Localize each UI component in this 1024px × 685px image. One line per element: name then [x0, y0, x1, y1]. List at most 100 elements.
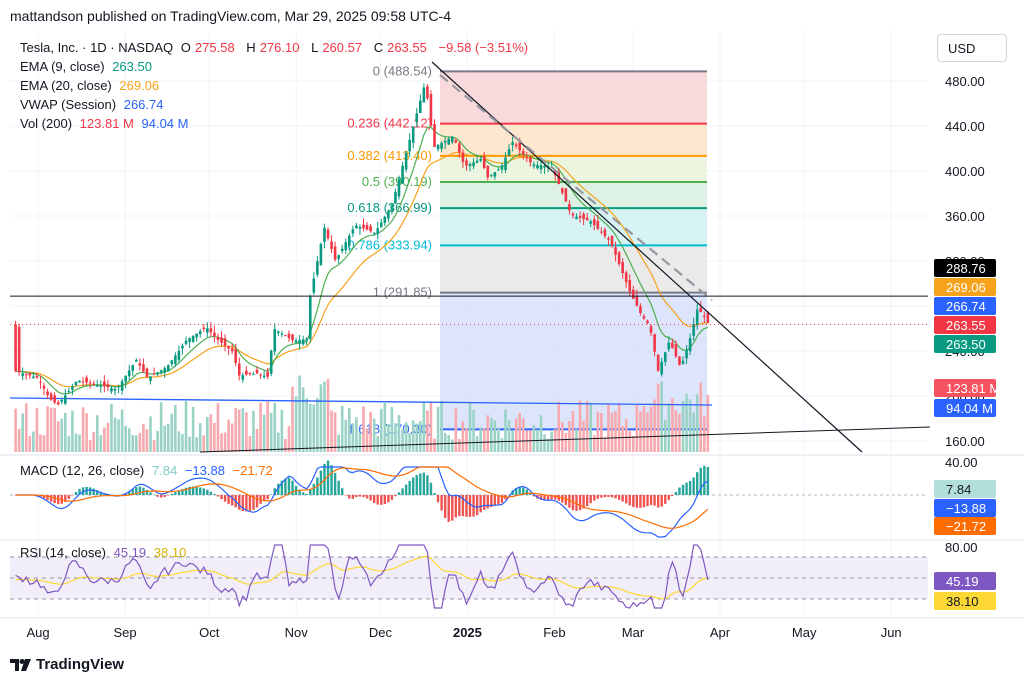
macd-hist-value: 7.84	[151, 463, 178, 478]
volume-bar	[376, 436, 380, 452]
volume-bar	[706, 394, 710, 452]
volume-bar	[493, 420, 497, 452]
volume-bar	[557, 401, 561, 452]
ema20-legend[interactable]: EMA (20, close) 269.06	[20, 78, 163, 93]
macd-legend[interactable]: MACD (12, 26, close) 7.84 −13.88 −21.72	[20, 463, 277, 478]
volume-bar	[589, 403, 593, 452]
candle-body	[120, 381, 124, 391]
candle-body	[628, 279, 632, 292]
volume-bar	[21, 413, 25, 452]
macd-histogram-bar	[660, 495, 663, 507]
volume-bar	[301, 387, 305, 452]
macd-histogram-bar	[383, 495, 387, 504]
macd-histogram-bar	[543, 495, 546, 501]
fib-zone	[440, 123, 707, 156]
macd-histogram-bar	[49, 495, 53, 502]
macd-histogram-bar	[614, 495, 617, 499]
candle-body	[649, 326, 653, 333]
candle-body	[156, 372, 159, 375]
macd-histogram-bar	[138, 486, 142, 495]
tradingview-logo[interactable]: TradingView	[10, 656, 124, 673]
macd-histogram-bar	[341, 488, 344, 495]
macd-histogram-bar	[600, 495, 603, 498]
volume-bar	[450, 439, 454, 452]
volume-bar	[617, 403, 621, 452]
macd-value: −13.88	[184, 463, 225, 478]
candle-body	[678, 356, 681, 365]
price-tag-text: 123.81 M	[946, 381, 1000, 396]
volume-bar	[17, 428, 21, 452]
macd-histogram-bar	[632, 495, 635, 507]
candle-body	[35, 376, 39, 378]
macd-histogram-bar	[617, 495, 621, 500]
candle-body	[344, 242, 348, 251]
macd-value-tag-text: −13.88	[946, 501, 986, 516]
volume-bar	[426, 410, 429, 452]
candle-body	[326, 229, 330, 239]
macd-histogram-bar	[518, 487, 521, 495]
macd-histogram-bar	[514, 487, 518, 495]
time-tick-label: Dec	[369, 625, 393, 640]
volume-bar	[92, 431, 96, 452]
volume-bar	[628, 431, 632, 452]
time-tick-label: Apr	[710, 625, 731, 640]
macd-histogram-bar	[639, 495, 642, 508]
volume-bar	[422, 402, 426, 452]
macd-histogram-bar	[227, 495, 230, 504]
candle-body	[213, 332, 216, 337]
candle-body	[266, 371, 269, 377]
volume-bar	[127, 428, 131, 452]
volume-bar	[287, 426, 291, 452]
rsi-ma-value: 38.10	[153, 545, 187, 560]
candle-body	[525, 157, 529, 159]
candle-body	[145, 368, 149, 378]
volume-bar	[411, 420, 415, 452]
candle-body	[454, 140, 458, 143]
ema9-legend[interactable]: EMA (9, close) 263.50	[20, 59, 156, 74]
fib-level-label: 0.618 (366.99)	[347, 200, 432, 215]
macd-histogram-bar	[238, 495, 241, 510]
macd-histogram-bar	[284, 478, 287, 495]
macd-histogram-bar	[390, 495, 394, 500]
macd-histogram-bar	[699, 467, 702, 495]
volume-bar	[408, 433, 411, 452]
volume-bar	[252, 410, 255, 452]
candle-body	[507, 149, 511, 156]
price-tick-label: 480.00	[945, 74, 985, 89]
volume-bar	[245, 412, 248, 452]
candle-body	[443, 140, 447, 143]
candle-body	[301, 339, 305, 345]
symbol-name[interactable]: Tesla, Inc. · 1D · NASDAQ	[20, 40, 174, 55]
price-tag-text: 94.04 M	[946, 401, 993, 416]
macd-histogram-bar	[369, 495, 372, 501]
vwap-legend[interactable]: VWAP (Session) 266.74	[20, 97, 167, 112]
volume-legend[interactable]: Vol (200) 123.81 M 94.04 M	[20, 116, 192, 131]
rsi-tick-label: 80.00	[945, 540, 978, 555]
volume-bar	[316, 398, 319, 452]
volume-bar	[159, 402, 163, 452]
candle-body	[564, 188, 568, 202]
macd-histogram-bar	[454, 495, 458, 518]
macd-histogram-bar	[554, 495, 557, 500]
change-value: −9.58 (−3.51%)	[438, 40, 529, 55]
macd-histogram-bar	[135, 487, 138, 495]
candle-body	[49, 393, 53, 400]
volume-bar	[383, 403, 387, 452]
volume-bar	[646, 412, 649, 452]
candle-body	[42, 385, 46, 389]
candle-body	[117, 386, 120, 388]
macd-histogram-bar	[280, 480, 284, 495]
candle-body	[209, 328, 213, 333]
rsi-legend[interactable]: RSI (14, close) 45.19 38.10	[20, 545, 190, 560]
volume-bar	[479, 427, 482, 452]
volume-bar	[223, 432, 227, 452]
candle-body	[394, 191, 397, 204]
volume-bar	[468, 401, 472, 452]
macd-histogram-bar	[415, 475, 418, 495]
candle-body	[181, 345, 184, 349]
volume-bar	[32, 431, 35, 452]
currency-button[interactable]: USD	[937, 34, 1007, 62]
macd-histogram-bar	[649, 495, 653, 506]
candle-body	[135, 360, 138, 362]
